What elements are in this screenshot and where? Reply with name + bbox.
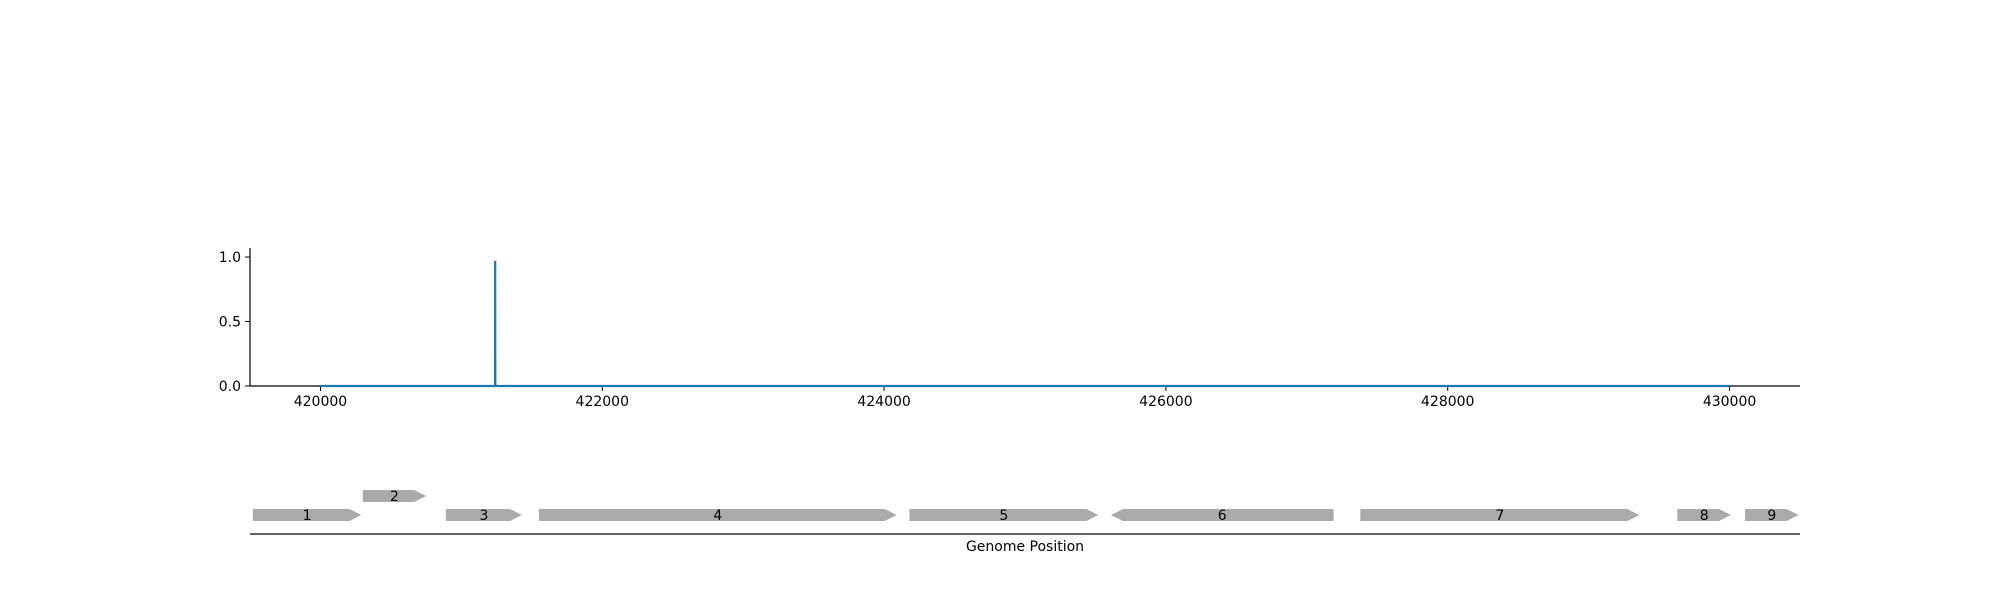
gene-label-1: 1	[303, 508, 312, 524]
gene-arrow-5	[909, 509, 1099, 521]
gene-label-4: 4	[713, 508, 722, 524]
x-tick-label: 422000	[576, 394, 629, 410]
x-ticks: 420000 422000 424000 426000 428000 430000	[294, 386, 1756, 410]
y-tick-label: 0.5	[219, 315, 241, 331]
gene-label-9: 9	[1767, 508, 1776, 524]
genome-position-label: Genome Position	[966, 539, 1084, 555]
y-tick-label: 0.0	[219, 379, 241, 395]
gene-label-2: 2	[390, 489, 399, 505]
gene-label-6: 6	[1218, 508, 1227, 524]
gene-track: 1 2 3 4 5 6 7 8 9 Genome Position	[250, 489, 1800, 555]
gene-arrow-6	[1110, 509, 1334, 521]
genes-layer: 1 2 3 4 5 6 7 8 9	[252, 489, 1799, 524]
series-layer	[320, 260, 1730, 388]
gene-label-8: 8	[1700, 508, 1709, 524]
y-tick-label: 1.0	[219, 250, 241, 266]
gene-label-5: 5	[999, 508, 1008, 524]
coverage-series-line	[320, 260, 1730, 388]
y-ticks: 0.0 0.5 1.0	[219, 250, 250, 395]
gene-label-7: 7	[1495, 508, 1504, 524]
gene-arrow-1	[252, 509, 362, 521]
x-tick-label: 420000	[294, 394, 347, 410]
gene-arrow-8	[1677, 509, 1731, 521]
gene-arrow-2	[362, 490, 427, 502]
x-tick-label: 424000	[857, 394, 910, 410]
gene-arrow-4	[538, 509, 897, 521]
x-tick-label: 428000	[1421, 394, 1474, 410]
coverage-plot: 420000 422000 424000 426000 428000 430000 0.0…	[219, 248, 1800, 410]
gene-arrow-9	[1745, 509, 1799, 521]
gene-label-3: 3	[479, 508, 488, 524]
x-tick-label: 430000	[1703, 394, 1756, 410]
gene-arrow-3	[445, 509, 522, 521]
gene-arrow-7	[1360, 509, 1640, 521]
x-tick-label: 426000	[1139, 394, 1192, 410]
